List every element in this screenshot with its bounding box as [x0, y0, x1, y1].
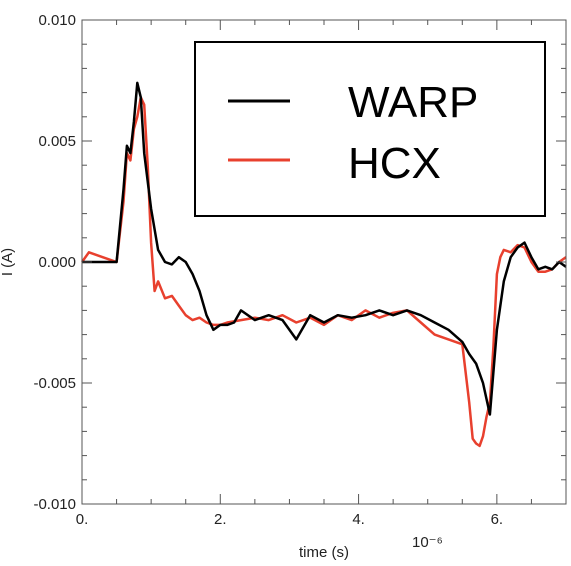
- x-tick-label: 4.: [352, 511, 365, 528]
- x-axis-label: time (s): [299, 544, 349, 561]
- y-axis-label: I (A): [0, 248, 16, 276]
- x-tick-label: 2.: [214, 511, 227, 528]
- series-layer: [80, 81, 567, 448]
- x-tick-label: 0.: [76, 511, 89, 528]
- y-tick-label: 0.000: [38, 254, 76, 271]
- legend-box: [194, 41, 546, 217]
- y-tick-label: -0.005: [33, 375, 76, 392]
- y-tick-label: -0.010: [33, 496, 76, 513]
- legend-label-hcx: HCX: [348, 139, 441, 188]
- y-tick-label: 0.010: [38, 12, 76, 29]
- axes-layer: 0. 2. 4. 6. 0.010 0.005 0.000 -0.005 -0.010: [33, 12, 566, 528]
- series-line-hcx: [80, 96, 567, 448]
- y-tick-label: 0.005: [38, 133, 76, 150]
- x-axis-multiplier: 10⁻⁶: [412, 534, 443, 551]
- legend-label-warp: WARP: [348, 78, 478, 127]
- x-tick-label: 6.: [491, 511, 504, 528]
- series-line-warp: [82, 81, 567, 416]
